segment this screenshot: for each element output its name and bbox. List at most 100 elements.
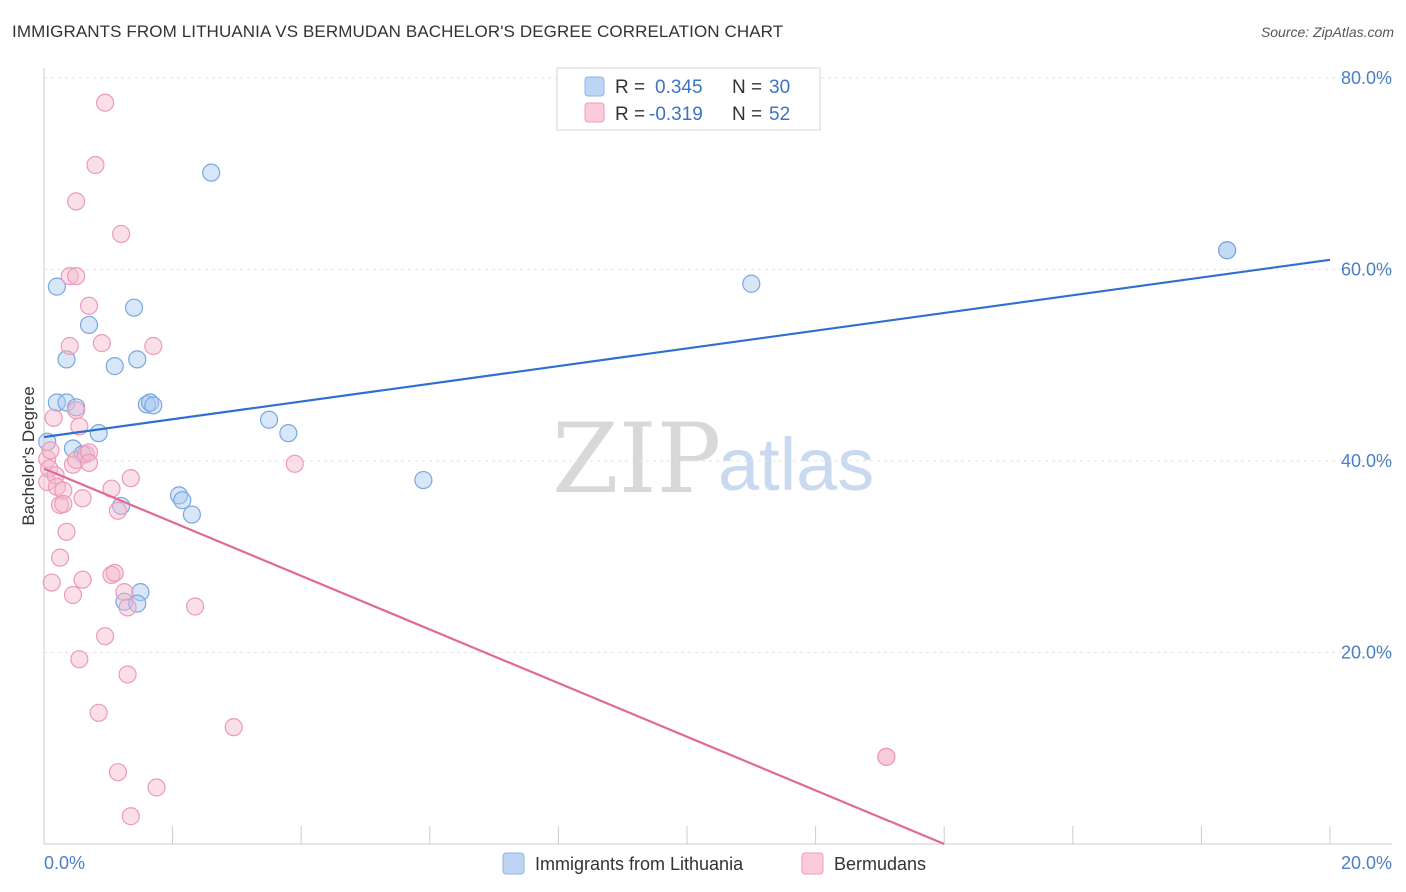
data-point [144, 396, 163, 415]
data-point [112, 224, 131, 244]
trend-line-bermudans [43, 467, 945, 846]
x-tick-label-max: 20.0% [1341, 853, 1392, 873]
data-point [79, 315, 99, 335]
source-label: Source: ZipAtlas.com [1260, 24, 1394, 40]
data-point [140, 393, 160, 412]
data-point [70, 650, 89, 669]
legend-swatch-bermudans [584, 102, 605, 123]
bottom-legend-label-lithuania: Immigrants from Lithuania [535, 854, 744, 874]
data-point [118, 665, 137, 684]
bottom-legend-swatch-bermudans [801, 852, 824, 875]
watermark-atlas: atlas [718, 423, 874, 506]
legend-r-value-2: -0.319 [649, 104, 703, 125]
data-point [128, 594, 147, 613]
data-point [108, 763, 128, 782]
legend-r-label-2: R = [615, 104, 645, 125]
data-point [105, 357, 124, 376]
y-tick-label-80: 80.0% [1341, 68, 1392, 88]
data-point [67, 401, 86, 420]
data-point [128, 350, 147, 369]
data-point [202, 163, 221, 182]
data-point [108, 501, 128, 520]
legend-r-label-1: R = [615, 77, 645, 98]
data-point [115, 583, 134, 602]
data-point [57, 350, 76, 369]
data-point [89, 424, 108, 443]
watermark: ZIP atlas [552, 403, 874, 515]
data-point [63, 585, 83, 605]
y-tick-label-40: 40.0% [1341, 451, 1392, 471]
stats-legend: R = 0.345 N = 30 R = -0.319 N = 52 [556, 67, 821, 131]
data-point [79, 443, 99, 462]
data-point [79, 453, 99, 472]
data-point [877, 747, 896, 766]
watermark-zip: ZIP [552, 403, 721, 515]
data-point [182, 505, 201, 524]
data-point [1218, 241, 1237, 260]
data-point [124, 298, 144, 317]
data-point [102, 565, 121, 584]
bottom-legend-label-bermudans: Bermudans [834, 854, 926, 874]
data-point [742, 274, 761, 293]
gridlines [44, 77, 1392, 653]
series-legend: Immigrants from Lithuania Bermudans [502, 852, 926, 875]
data-point [186, 597, 205, 616]
series-lithuania-points [38, 163, 1237, 613]
y-axis-title: Bachelor's Degree [19, 386, 38, 525]
data-point [60, 266, 79, 286]
data-point [285, 454, 304, 473]
data-point [105, 563, 124, 583]
data-point [259, 410, 279, 429]
data-point [73, 489, 92, 508]
data-point [95, 93, 115, 112]
data-point [67, 266, 86, 286]
data-point [44, 408, 63, 427]
data-point [86, 155, 105, 175]
data-point [147, 778, 166, 797]
trend-lines [43, 258, 1331, 846]
x-tick-label-min: 0.0% [44, 853, 85, 873]
data-point [73, 570, 92, 589]
legend-n-label-2: N = [732, 104, 762, 125]
data-point [173, 491, 192, 510]
data-point [131, 583, 150, 602]
data-point [54, 494, 73, 514]
data-point [42, 573, 61, 592]
scatter-points [38, 93, 1237, 826]
series-bermudans-points [38, 93, 896, 826]
y-tick-label-20: 20.0% [1341, 642, 1392, 662]
y-tick-label-60: 60.0% [1341, 259, 1392, 279]
data-point [67, 192, 86, 211]
data-point [57, 522, 76, 541]
data-point [224, 718, 243, 737]
data-point [121, 469, 140, 488]
data-point [137, 395, 156, 414]
data-point [54, 481, 73, 500]
legend-n-value-1: 30 [769, 77, 790, 98]
data-point [144, 336, 163, 356]
legend-r-value-1: 0.345 [655, 77, 703, 98]
legend-n-label-1: N = [732, 77, 762, 98]
data-point [47, 277, 66, 296]
chart-title: IMMIGRANTS FROM LITHUANIA VS BERMUDAN BA… [12, 22, 784, 41]
data-point [41, 441, 60, 460]
data-point [414, 470, 433, 490]
x-axis-ticks [172, 826, 1331, 844]
data-point [47, 393, 66, 412]
trend-line-lithuania [43, 258, 1331, 439]
y-tick-labels: 20.0% 40.0% 60.0% 80.0% [1341, 68, 1392, 663]
data-point [50, 548, 70, 567]
data-point [60, 336, 79, 356]
legend-swatch-lithuania [584, 76, 605, 97]
data-point [279, 424, 298, 443]
data-point [89, 703, 108, 722]
data-point [118, 598, 137, 617]
data-point [92, 334, 111, 353]
legend-n-value-2: 52 [769, 104, 790, 125]
data-point [121, 807, 140, 826]
data-point [95, 627, 115, 646]
data-point [79, 296, 99, 315]
bottom-legend-swatch-lithuania [502, 852, 525, 875]
data-point [57, 393, 76, 412]
